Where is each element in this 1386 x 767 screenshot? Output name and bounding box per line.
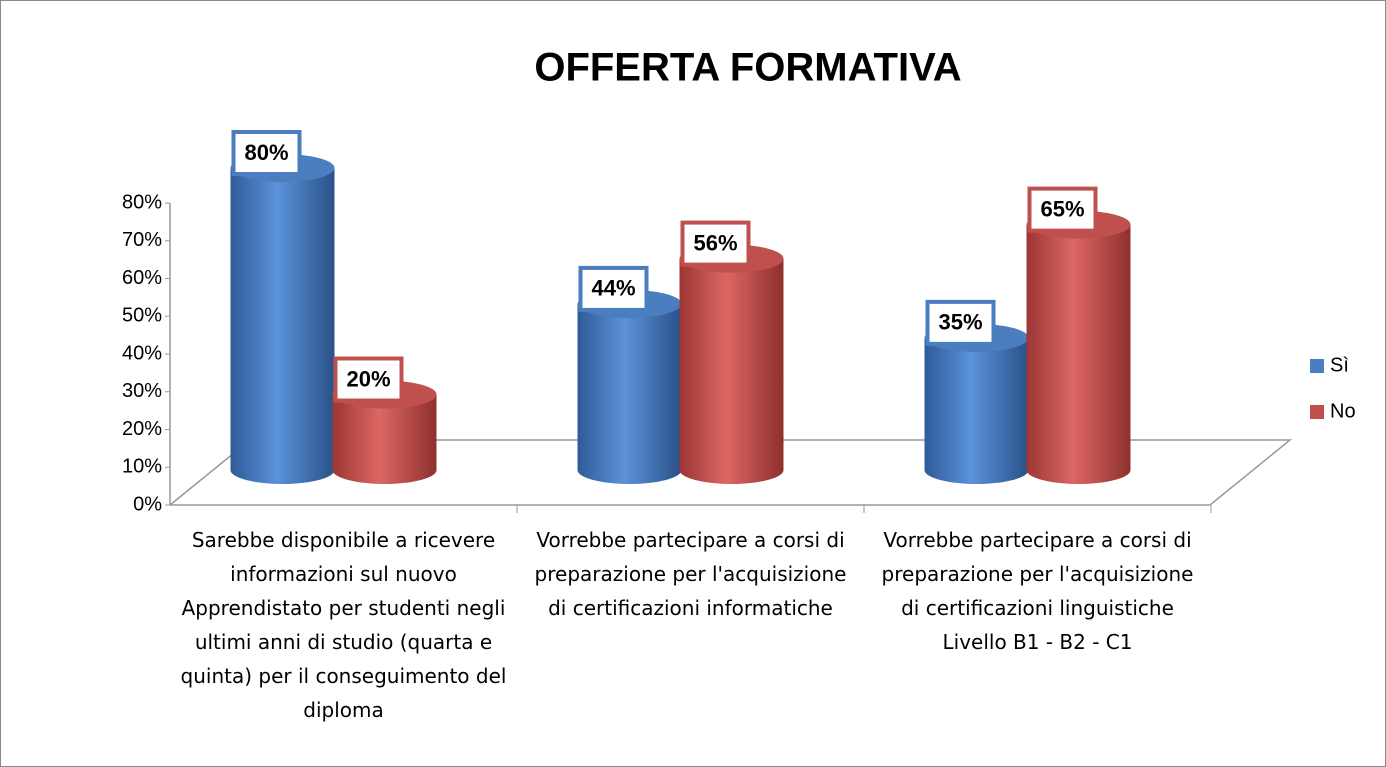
data-label: 56% [693,230,737,255]
cylinder-body [924,337,1029,485]
y-tick-label: 80% [122,191,162,213]
chart-title: OFFERTA FORMATIVA [534,46,961,90]
cylinder-body [332,394,437,485]
y-tick-label: 20% [122,418,162,440]
legend-label: Sì [1330,354,1349,376]
data-label-box [231,130,302,176]
data-label-box [680,220,751,267]
data-label: 20% [346,366,390,391]
data-label: 35% [938,310,982,335]
y-tick-label: 70% [122,229,162,251]
x-tick-label: Sarebbe disponibile a ricevere informazi… [180,528,507,722]
legend-label: No [1330,400,1356,422]
data-label-box [578,265,649,312]
y-tick-label: 0% [133,493,162,515]
legend-swatch [1310,405,1324,419]
data-label-box [925,299,996,346]
y-tick-label: 10% [122,456,162,478]
data-label: 65% [1040,196,1084,221]
x-tick-label: Vorrebbe partecipare a corsi di preparaz… [881,528,1194,654]
y-tick-label: 50% [122,305,162,327]
legend-swatch [1310,359,1324,373]
data-label-box [1027,186,1098,233]
y-tick-label: 30% [122,380,162,402]
cylinder-body [1026,224,1131,485]
y-tick-label: 40% [122,342,162,364]
cylinder-body [679,258,784,485]
x-tick-label: Vorrebbe partecipare a corsi di preparaz… [534,528,847,620]
data-label: 80% [244,140,288,165]
cylinder-body [577,303,682,485]
cylinder-body [230,168,335,485]
data-label-box [333,356,404,403]
y-tick-label: 60% [122,267,162,289]
data-label: 44% [591,276,635,301]
floor [169,439,1293,506]
